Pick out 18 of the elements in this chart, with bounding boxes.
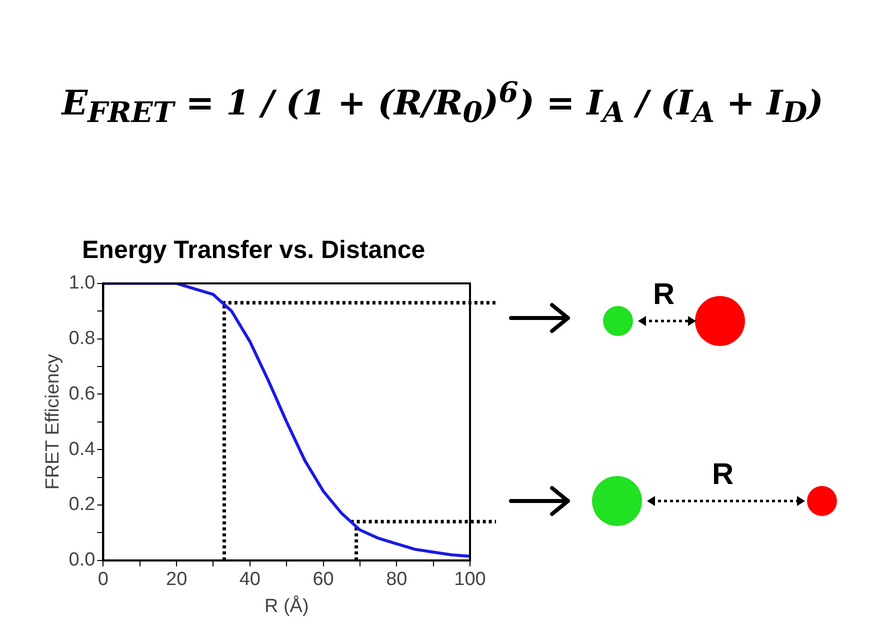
y-tick-label: 0.6 xyxy=(68,383,96,404)
x-tick-label: 40 xyxy=(239,569,260,590)
text: R xyxy=(712,458,734,492)
y-axis-title: FRET Efficiency xyxy=(42,354,64,490)
x-tick-label: 0 xyxy=(98,569,108,590)
x-tick-label: 60 xyxy=(312,569,334,590)
x-tick-label: 20 xyxy=(166,569,188,590)
y-tick-label: 0.8 xyxy=(68,328,96,350)
y-tick-label: 0.0 xyxy=(68,550,96,571)
y-tick-label: 1.0 xyxy=(68,272,96,294)
y-tick-label: 0.2 xyxy=(68,494,96,516)
chart-title: Energy Transfer vs. Distance xyxy=(82,236,426,265)
text: E$_{FRET}$ = 1 / (1 + (R/R$_{0}$)$^{6}$) = I$_{A}$ / (I$_{A}$ + I$_{D}$) xyxy=(62,75,824,130)
y-tick-label: 0.4 xyxy=(68,438,96,460)
text: R xyxy=(653,278,675,312)
x-axis-title: R (Å) xyxy=(264,594,309,617)
x-tick-label: 100 xyxy=(454,569,486,590)
x-tick-label: 80 xyxy=(386,569,408,590)
